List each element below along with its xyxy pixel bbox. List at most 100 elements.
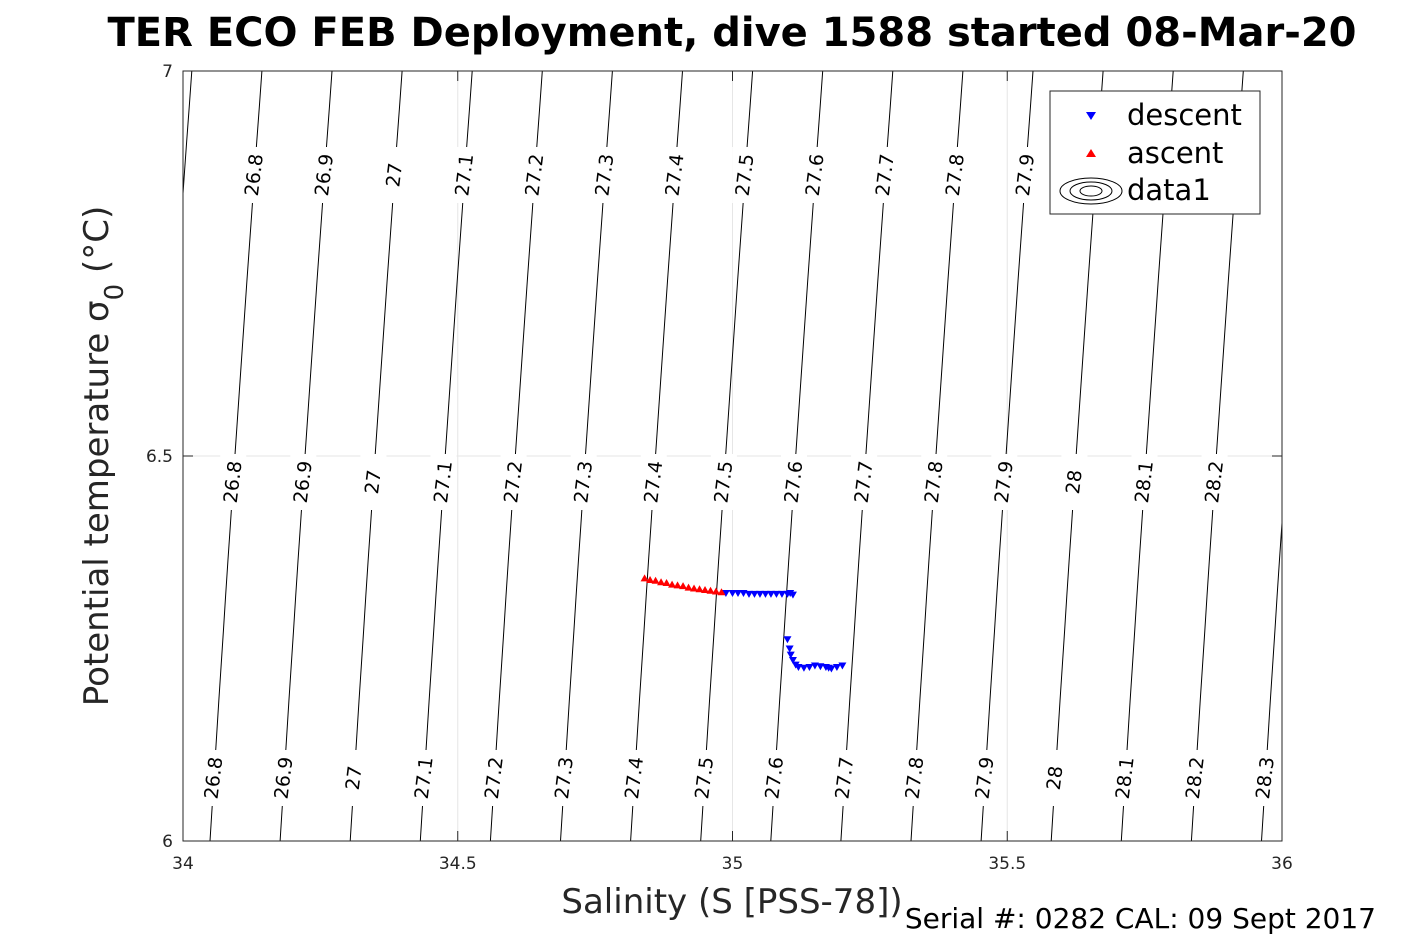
contour-label-bottom-mask bbox=[691, 750, 718, 806]
x-tick-label: 35 bbox=[722, 854, 744, 874]
descent-point bbox=[739, 590, 748, 598]
contour-label-top-mask bbox=[521, 147, 548, 203]
contour-label-middle-mask bbox=[710, 454, 737, 510]
contour-label-bottom: 26.9 bbox=[271, 756, 298, 801]
density-contour-labels: 26.8 26.9 27 27.1 27.2 27.3 27.4 27.5 27.6 27.7 27… bbox=[200, 147, 1279, 806]
legend-ascent-label: ascent bbox=[1127, 136, 1223, 170]
descent-point bbox=[794, 663, 803, 671]
contour-label-top: 26.9 bbox=[311, 153, 338, 198]
contour-label-bottom-mask bbox=[271, 750, 298, 806]
descent-point bbox=[733, 590, 742, 598]
contour-label-middle: 27.2 bbox=[500, 460, 527, 505]
contour-label-top: 27.2 bbox=[521, 153, 548, 198]
descent-point bbox=[777, 590, 786, 598]
contour-label-bottom-mask bbox=[341, 750, 368, 806]
contour-label-bottom: 28 bbox=[1043, 765, 1068, 792]
contour-label-middle: 27 bbox=[361, 469, 386, 496]
x-tick-label: 34.5 bbox=[439, 854, 477, 874]
contour-label-bottom-mask bbox=[481, 750, 508, 806]
contour-label-bottom-mask bbox=[1182, 750, 1209, 806]
contour-label-middle-mask bbox=[500, 454, 527, 510]
ascent-point bbox=[668, 580, 677, 588]
legend-box bbox=[1049, 90, 1261, 215]
contour-label-bottom: 28.3 bbox=[1252, 756, 1279, 801]
contour-label-middle-mask bbox=[430, 454, 457, 510]
y-axis-label-main: Potential temperature σ bbox=[77, 300, 117, 706]
contour-label-middle: 28 bbox=[1062, 469, 1087, 496]
legend-data1-label: data1 bbox=[1127, 173, 1211, 207]
contour-label-bottom-mask bbox=[621, 750, 648, 806]
contour-label-bottom: 28.1 bbox=[1112, 756, 1139, 801]
contour-label-top: 27.8 bbox=[942, 153, 969, 198]
descent-point bbox=[750, 590, 759, 598]
contour-label-bottom-mask bbox=[901, 750, 928, 806]
ascent-point bbox=[690, 584, 699, 592]
contour-label-middle-mask bbox=[640, 454, 667, 510]
axis-ticks: 34 34.5 35 35.5 36 6 6.5 7 bbox=[146, 62, 1293, 874]
ascent-point bbox=[673, 581, 682, 589]
contour-label-bottom-mask bbox=[411, 750, 438, 806]
chart-title: TER ECO FEB Deployment, dive 1588 starte… bbox=[107, 10, 1356, 56]
ascent-point bbox=[695, 585, 704, 593]
descent-point bbox=[744, 590, 753, 598]
contour-label-top: 27.6 bbox=[802, 153, 829, 198]
legend-ascent-marker bbox=[1086, 149, 1096, 157]
contour-label-bottom: 27.6 bbox=[761, 756, 788, 801]
y-axis-label-subscript: 0 bbox=[100, 284, 130, 301]
legend: descent ascent data1 bbox=[1049, 90, 1261, 215]
contour-label-bottom: 27 bbox=[342, 765, 367, 792]
descent-point bbox=[788, 657, 797, 665]
descent-point bbox=[810, 662, 819, 670]
descent-point bbox=[788, 591, 797, 599]
contour-label-middle: 27.3 bbox=[570, 460, 597, 505]
contour-label-top-mask bbox=[802, 147, 829, 203]
contour-label-middle-mask bbox=[1131, 454, 1158, 510]
legend-data1-contour-icon bbox=[1059, 177, 1123, 205]
contour-label-top-mask bbox=[591, 147, 618, 203]
contour-label-top-mask bbox=[381, 147, 408, 203]
contour-label-top-mask bbox=[942, 147, 969, 203]
ascent-point bbox=[701, 585, 710, 593]
ascent-series bbox=[640, 574, 726, 596]
contour-label-middle: 27.1 bbox=[430, 460, 457, 505]
x-tick-label: 36 bbox=[1271, 854, 1293, 874]
serial-cal-footer: Serial #: 0282 CAL: 09 Sept 2017 bbox=[905, 902, 1376, 935]
contour-label-middle: 27.8 bbox=[921, 460, 948, 505]
x-tick-label: 35.5 bbox=[988, 854, 1026, 874]
contour-label-top: 27.1 bbox=[451, 153, 478, 198]
descent-point bbox=[838, 662, 847, 670]
contour-label-middle: 27.4 bbox=[640, 460, 667, 505]
ascent-point bbox=[717, 588, 726, 596]
contour-label-middle: 28.2 bbox=[1201, 460, 1228, 505]
contour-label-bottom: 27.4 bbox=[621, 756, 648, 801]
y-axis-label: Potential temperature σ0 (°C) bbox=[77, 206, 130, 706]
contour-label-top-mask bbox=[662, 147, 689, 203]
contour-label-middle-mask bbox=[290, 454, 317, 510]
ascent-point bbox=[706, 586, 715, 594]
legend-descent-marker bbox=[1086, 112, 1096, 120]
descent-point bbox=[755, 590, 764, 598]
contour-label-top-mask bbox=[241, 147, 268, 203]
contour-label-bottom-mask bbox=[551, 750, 578, 806]
contour-label-middle: 26.9 bbox=[290, 460, 317, 505]
contour-label-bottom: 27.7 bbox=[831, 756, 858, 801]
ascent-point bbox=[651, 576, 660, 584]
x-tick-label: 34 bbox=[172, 854, 194, 874]
descent-point bbox=[728, 590, 737, 598]
contour-label-top: 27.4 bbox=[662, 153, 689, 198]
y-axis-label-unit: (°C) bbox=[77, 206, 117, 284]
contour-label-middle: 27.5 bbox=[710, 460, 737, 505]
descent-point bbox=[816, 663, 825, 671]
x-axis-label: Salinity (S [PSS-78]) bbox=[561, 882, 902, 922]
descent-point bbox=[827, 665, 836, 673]
contour-label-bottom: 27.2 bbox=[481, 756, 508, 801]
ascent-point bbox=[662, 579, 671, 587]
contour-label-top: 26.8 bbox=[241, 153, 268, 198]
y-tick-label: 7 bbox=[162, 62, 173, 82]
ascent-point bbox=[679, 582, 688, 590]
contour-label-bottom: 27.1 bbox=[411, 756, 438, 801]
ascent-point bbox=[684, 583, 693, 591]
contour-label-bottom: 26.8 bbox=[200, 756, 227, 801]
contour-label-bottom: 27.5 bbox=[691, 756, 718, 801]
